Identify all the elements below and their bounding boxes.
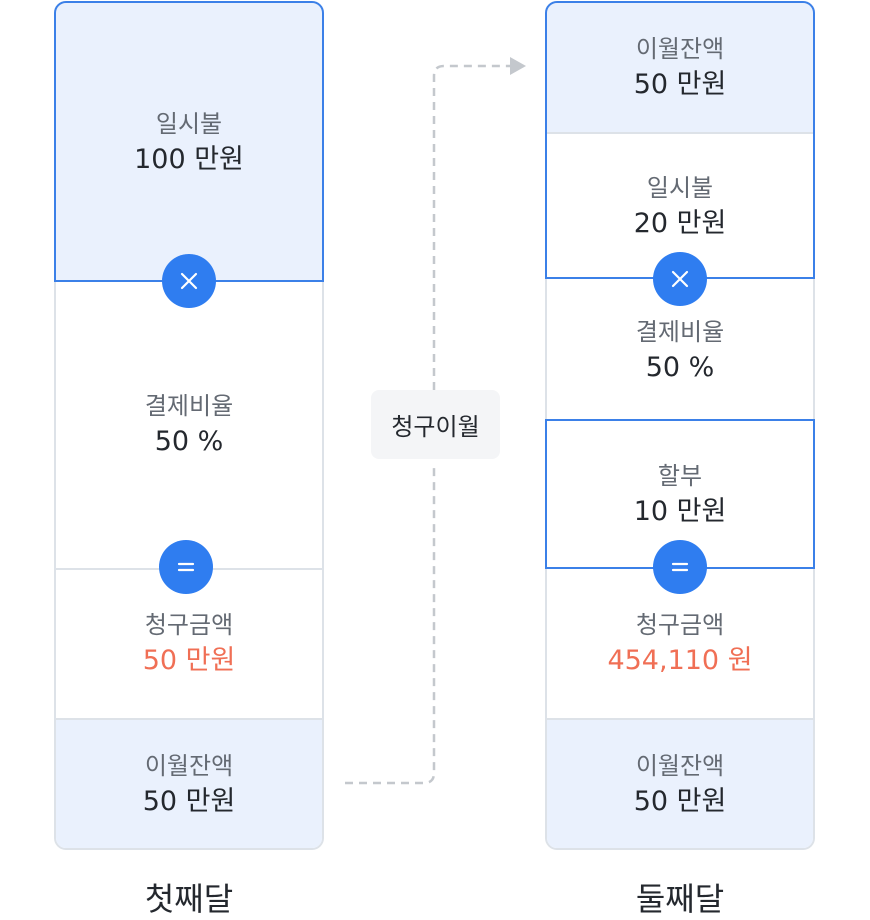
segment-value: 50 %: [645, 351, 715, 383]
equals-icon: [159, 540, 213, 594]
divider: [547, 718, 813, 720]
equals-icon: [653, 540, 707, 594]
segment-value: 50 만원: [142, 645, 236, 676]
multiply-icon: [162, 254, 216, 308]
segment-label: 결제비율: [635, 317, 725, 346]
second-month-title: 둘째달: [635, 880, 725, 918]
divider: [547, 132, 813, 134]
first-month-title: 첫째달: [144, 880, 234, 918]
segment-label: 할부: [657, 462, 703, 490]
carryover-balance-segment: 이월잔액 50 만원: [547, 3, 813, 132]
segment-label: 이월잔액: [635, 752, 725, 780]
divider: [56, 718, 322, 720]
segment-value: 100 만원: [134, 143, 244, 175]
lump-sum-segment: 일시불 100 만원: [56, 3, 322, 282]
carryover-balance-segment: 이월잔액 50 만원: [56, 720, 322, 848]
segment-label: 이월잔액: [144, 752, 234, 780]
segment-value: 10 만원: [633, 496, 727, 527]
segment-value: 50 만원: [633, 786, 727, 817]
payment-rate-segment: 결제비율 50 %: [547, 279, 813, 422]
segment-label: 청구금액: [635, 611, 725, 639]
second-month-column: 이월잔액 50 만원 일시불 20 만원 결제비율 50 % 할부 10 만원 …: [545, 1, 815, 850]
segment-value: 454,110 원: [607, 645, 753, 676]
multiply-icon: [653, 252, 707, 306]
carryover-label: 청구이월: [371, 390, 500, 459]
carryover-balance-segment: 이월잔액 50 만원: [547, 720, 813, 848]
segment-label: 결제비율: [144, 392, 234, 420]
billed-amount-segment: 청구금액 50 만원: [56, 570, 322, 718]
segment-value: 50 만원: [142, 786, 236, 817]
segment-label: 이월잔액: [635, 34, 725, 63]
lump-sum-segment: 일시불 20 만원: [547, 134, 813, 279]
segment-value: 50 %: [154, 426, 224, 457]
billed-amount-segment: 청구금액 454,110 원: [547, 570, 813, 718]
segment-label: 일시불: [646, 173, 714, 202]
first-month-column: 일시불 100 만원 결제비율 50 % 청구금액 50 만원 이월잔액 50 …: [54, 1, 324, 850]
segment-label: 청구금액: [144, 611, 234, 639]
payment-rate-segment: 결제비율 50 %: [56, 282, 322, 568]
segment-value: 20 만원: [633, 207, 727, 239]
segment-label: 일시불: [155, 109, 223, 138]
installment-segment: 할부 10 만원: [547, 422, 813, 568]
segment-value: 50 만원: [633, 68, 727, 100]
